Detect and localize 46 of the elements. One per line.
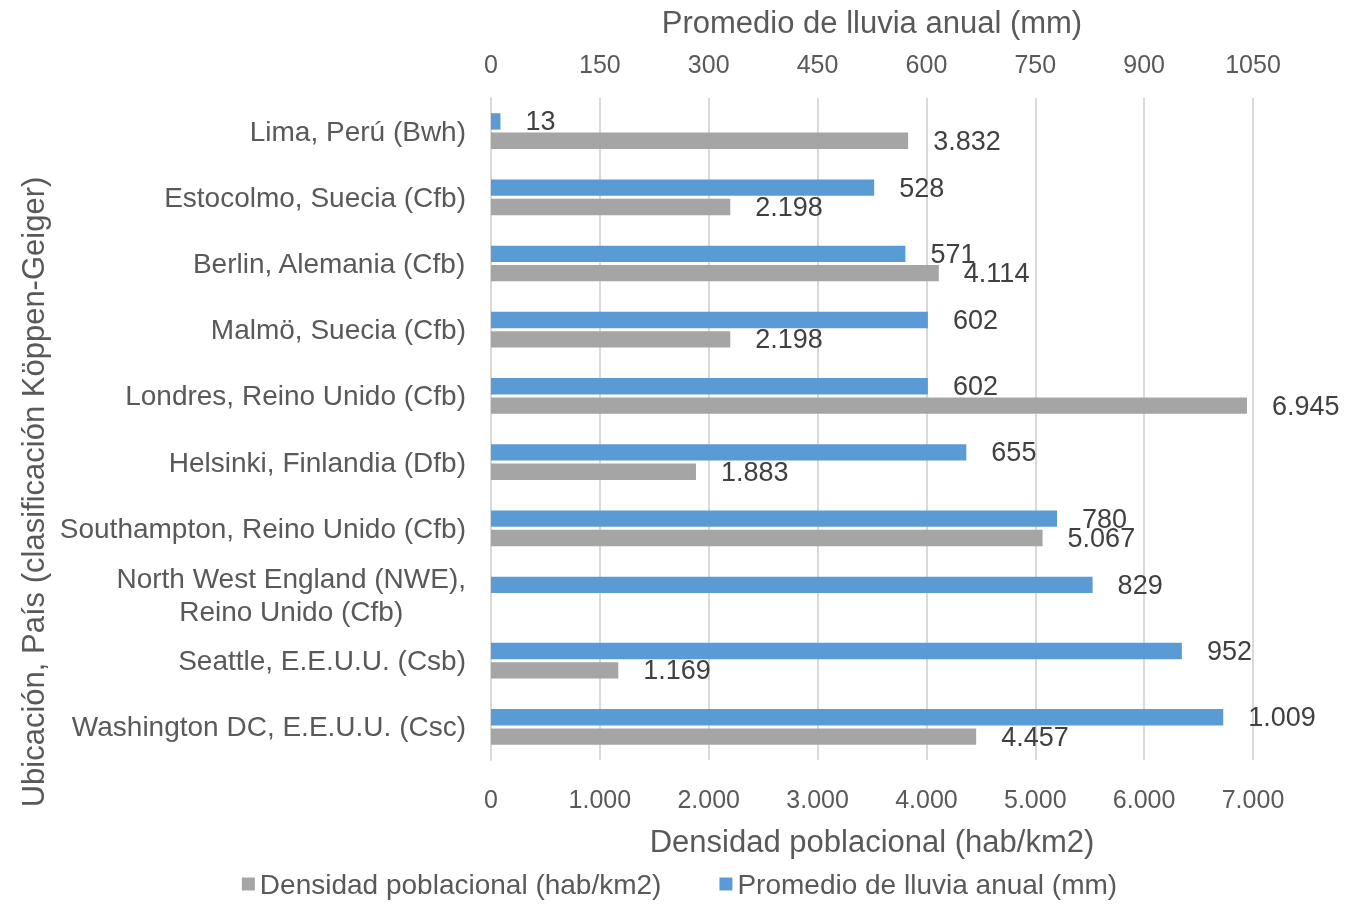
legend-label: Densidad poblacional (hab/km2) (259, 868, 662, 900)
y-tick-label: Malmö, Suecia (Cfb) (210, 314, 466, 346)
x2-tick-label: 450 (796, 49, 839, 78)
legend-label: Promedio de lluvia anual (mm) (737, 868, 1118, 900)
data-label: 6.945 (1272, 390, 1340, 421)
data-label: 602 (952, 371, 998, 402)
y-tick-label: Seattle, E.E.U.U. (Csb) (178, 645, 467, 677)
x2-tick-label: 300 (687, 49, 730, 78)
x2-tick-label: 150 (579, 49, 621, 78)
data-label: 1.883 (720, 456, 789, 487)
data-label: 2.198 (755, 191, 823, 222)
x2-axis-title: Promedio de lluvia anual (mm) (661, 5, 1083, 40)
data-label: 528 (899, 172, 945, 203)
y-tick-label: Helsinki, Finlandia (Dfb) (168, 446, 466, 478)
data-label: 1.169 (643, 655, 711, 686)
y-axis-title: Ubicación, País (clasificación Köppen-Geiger) (15, 176, 51, 808)
data-label: 655 (991, 437, 1037, 468)
data-label: 2.198 (755, 324, 823, 355)
x-tick-label: 2.000 (677, 784, 740, 813)
x2-tick-label: 750 (1014, 49, 1057, 78)
y-tick-label: Estocolmo, Suecia (Cfb) (164, 181, 466, 213)
x-tick-label: 6.000 (1112, 784, 1176, 813)
y-tick-label: Southampton, Reino Unido (Cfb) (59, 512, 466, 544)
x-axis-title: Densidad poblacional (hab/km2) (649, 824, 1095, 859)
x2-tick-label: 900 (1123, 49, 1165, 78)
y-tick-label: North West England (NWE), Reino Unido (Cfb) (116, 562, 466, 627)
data-label: 13 (525, 106, 556, 137)
y-tick-label: Washington DC, E.E.U.U. (Csc) (71, 711, 467, 743)
data-label: 4.457 (1001, 721, 1069, 752)
x-tick-label: 1.000 (568, 784, 632, 813)
data-label: 952 (1206, 636, 1252, 667)
data-label: 829 (1117, 569, 1163, 600)
y-tick-label: Berlin, Alemania (Cfb) (192, 248, 466, 279)
x-tick-label: 0 (484, 784, 498, 813)
y-tick-label: Londres, Reino Unido (Cfb) (125, 380, 466, 412)
x2-tick-label: 0 (484, 49, 498, 78)
data-label: 1.009 (1248, 702, 1316, 733)
x-tick-label: 4.000 (895, 784, 958, 813)
x-tick-label: 7.000 (1221, 784, 1285, 813)
x-tick-label: 5.000 (1004, 784, 1067, 813)
data-label: 3.832 (933, 125, 1001, 156)
x-tick-label: 3.000 (786, 784, 849, 813)
x2-tick-label: 1050 (1225, 49, 1281, 78)
y-tick-label: Lima, Perú (Bwh) (249, 115, 466, 147)
x2-tick-label: 600 (905, 49, 948, 78)
data-label: 602 (952, 305, 998, 336)
